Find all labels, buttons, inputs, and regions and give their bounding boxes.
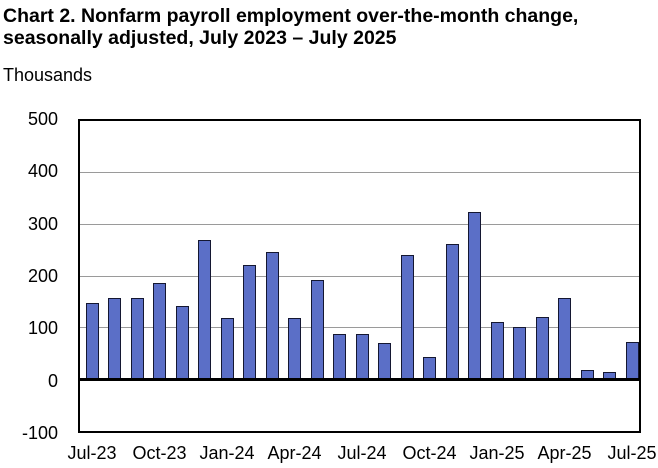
bar-Dec-23 <box>198 240 211 380</box>
x-tick-label-Apr-25: Apr-25 <box>537 443 592 463</box>
x-tick-label-Jul-25: Jul-25 <box>607 443 657 463</box>
chart-title: Chart 2. Nonfarm payroll employment over… <box>3 5 578 49</box>
bar-Sep-23 <box>130 297 144 380</box>
chart-title-line-2: seasonally adjusted, July 2023 – July 20… <box>3 27 397 49</box>
gridline-400 <box>80 172 639 174</box>
x-tick-label-Jul-23: Jul-23 <box>67 443 117 463</box>
x-tick-label-Jan-24: Jan-24 <box>199 443 255 463</box>
bar-Jul-24 <box>355 333 369 380</box>
bar-Apr-25 <box>558 297 571 380</box>
x-tick-label-Jul-24: Jul-24 <box>337 443 387 463</box>
bar-Nov-23 <box>175 306 189 380</box>
zero-axis-line <box>80 377 639 381</box>
bar-Aug-23 <box>108 298 121 380</box>
bar-Jan-24 <box>220 317 234 380</box>
y-tick-label--100: -100 <box>21 423 58 443</box>
bar-Jan-25 <box>490 321 504 380</box>
y-tick-label-500: 500 <box>27 109 58 129</box>
bar-Nov-24 <box>445 244 459 380</box>
x-tick-label-Apr-24: Apr-24 <box>267 443 322 463</box>
y-tick-label-400: 400 <box>27 161 58 182</box>
bar-Apr-24 <box>288 318 301 380</box>
plot-area <box>78 119 641 433</box>
bar-Aug-24 <box>378 342 391 380</box>
x-tick-label-Oct-23: Oct-23 <box>132 443 187 463</box>
y-tick-label-0: 0 <box>47 370 58 391</box>
bar-Oct-24 <box>423 356 436 380</box>
gridline-100 <box>80 327 639 329</box>
bar-Jul-25 <box>625 341 639 380</box>
gridline-200 <box>80 275 639 277</box>
x-tick-label-Jan-25: Jan-25 <box>469 443 525 463</box>
bar-Mar-24 <box>265 252 279 380</box>
y-tick-label-200: 200 <box>27 266 58 286</box>
bar-Jun-24 <box>333 334 346 380</box>
x-tick-label-Oct-24: Oct-24 <box>402 443 457 463</box>
bar-Mar-25 <box>535 317 549 380</box>
y-tick-label-100: 100 <box>27 318 58 339</box>
bar-Jul-23 <box>85 302 99 380</box>
bar-Dec-24 <box>468 212 481 380</box>
bar-May-24 <box>310 279 324 380</box>
y-tick-label-300: 300 <box>27 213 58 234</box>
bar-Feb-24 <box>243 264 256 380</box>
chart-title-line-1: Chart 2. Nonfarm payroll employment over… <box>3 5 579 27</box>
bar-Oct-23 <box>153 283 166 380</box>
bar-Sep-24 <box>400 255 414 380</box>
y-axis-units-label: Thousands <box>3 65 93 85</box>
gridline-300 <box>80 223 639 225</box>
bar-Feb-25 <box>513 326 526 380</box>
